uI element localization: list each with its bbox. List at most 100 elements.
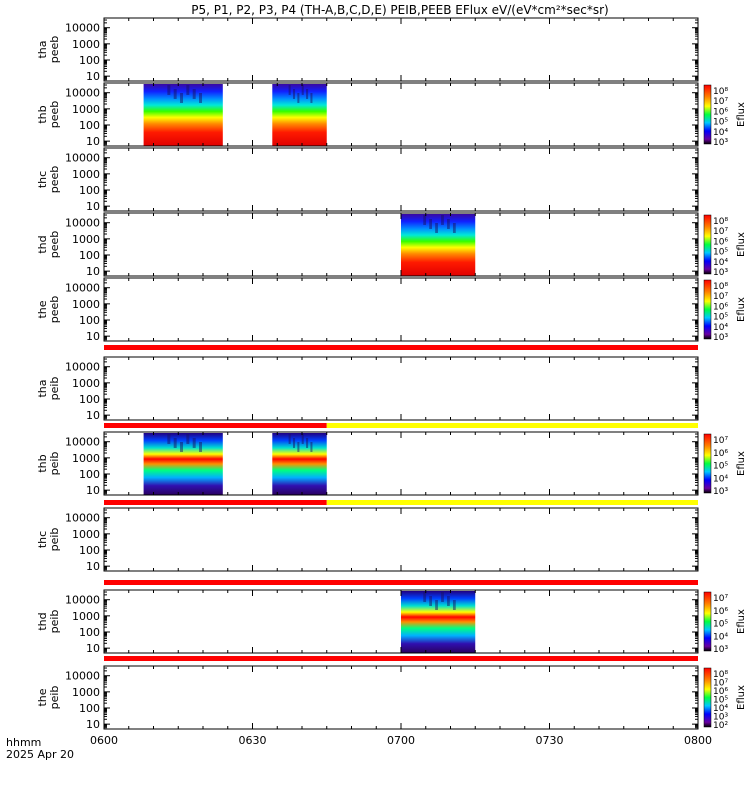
- panel-ylabel-probe: thd: [36, 235, 49, 253]
- spectrogram-texture: [173, 89, 177, 99]
- spectrogram-texture: [310, 442, 313, 452]
- colorbar-tick-label: 10³: [713, 713, 728, 723]
- panel-ylabel-product: peeb: [48, 166, 61, 194]
- y-tick-label: 100: [79, 468, 100, 481]
- y-tick-label: 10: [86, 70, 100, 83]
- spectrogram-texture: [288, 85, 291, 95]
- colorbar-label: Eflux: [736, 297, 747, 322]
- panel-ylabel-product: peeb: [48, 296, 61, 324]
- panel-ylabel-probe: thd: [36, 612, 49, 630]
- spectrogram-texture: [429, 219, 432, 229]
- spectrogram-texture: [167, 434, 171, 444]
- colorbar-tick-label: 10⁵: [713, 620, 728, 630]
- spectrogram-texture: [452, 223, 456, 233]
- colorbar-tick-label: 10⁵: [713, 248, 728, 258]
- quality-flag-bar: [104, 580, 698, 585]
- spectrogram-texture: [301, 434, 304, 444]
- panel-ylabel-product: peeb: [48, 101, 61, 129]
- colorbar-tick-label: 10⁸: [713, 282, 728, 292]
- colorbar: [703, 667, 712, 728]
- panel-ylabel-probe: tha: [36, 40, 49, 58]
- panel-ylabel-probe: thb: [36, 454, 49, 472]
- panel-ylabel-product: peib: [48, 610, 61, 634]
- y-tick-label: 1000: [72, 452, 100, 465]
- colorbar-tick-label: 10⁵: [713, 696, 728, 706]
- x-tick-label: 0800: [684, 734, 712, 747]
- spectrogram-texture: [301, 85, 304, 95]
- colorbar-tick-label: 10⁴: [713, 474, 728, 484]
- colorbar-tick-label: 10⁷: [713, 227, 728, 237]
- colorbar-tick-label: 10⁷: [713, 679, 728, 689]
- colorbar-tick-label: 10⁶: [713, 302, 728, 312]
- x-axis-label-date: 2025 Apr 20: [6, 748, 74, 761]
- colorbar: [703, 591, 712, 652]
- y-tick-label: 1000: [72, 38, 100, 51]
- panel-ylabel-probe: the: [36, 688, 49, 706]
- colorbar-label: Eflux: [736, 685, 747, 710]
- y-tick-label: 10: [86, 330, 100, 343]
- panel-ylabel-product: peib: [48, 452, 61, 476]
- spectrogram-texture: [192, 89, 196, 99]
- colorbar-tick-label: 10³: [713, 333, 728, 343]
- y-tick-label: 1000: [72, 233, 100, 246]
- spectrogram-texture: [199, 442, 203, 452]
- y-tick-label: 100: [79, 544, 100, 557]
- y-tick-label: 1000: [72, 103, 100, 116]
- colorbar-tick-label: 10⁷: [713, 292, 728, 302]
- colorbar-tick-label: 10⁸: [713, 217, 728, 227]
- spectrogram-texture: [292, 89, 296, 99]
- spectrogram-texture: [180, 93, 184, 103]
- y-tick-label: 10: [86, 642, 100, 655]
- y-tick-label: 10000: [65, 152, 100, 165]
- spectrogram-block: [401, 214, 476, 276]
- colorbar-tick-label: 10⁴: [713, 258, 728, 268]
- panel-ylabel-product: peib: [48, 377, 61, 401]
- colorbar: [703, 279, 712, 340]
- panel-ylabel-product: peeb: [48, 231, 61, 259]
- y-tick-label: 10: [86, 484, 100, 497]
- panel-ylabel-probe: thc: [36, 171, 49, 188]
- spectrogram-texture: [167, 85, 171, 95]
- x-tick-label: 0600: [90, 734, 118, 747]
- spectrogram-texture: [199, 93, 203, 103]
- y-tick-label: 100: [79, 184, 100, 197]
- y-tick-label: 100: [79, 393, 100, 406]
- colorbar-tick-label: 10⁶: [713, 107, 728, 117]
- colorbar: [703, 84, 712, 145]
- x-tick-label: 0700: [387, 734, 415, 747]
- x-tick-label: 0730: [536, 734, 564, 747]
- colorbar-tick-label: 10⁷: [713, 97, 728, 107]
- spectrogram-texture: [297, 93, 300, 103]
- y-tick-label: 10000: [65, 512, 100, 525]
- spectrogram-texture: [429, 596, 432, 606]
- y-tick-label: 10000: [65, 217, 100, 230]
- quality-flag-bar: [104, 423, 327, 428]
- spectrogram-texture: [173, 438, 177, 448]
- y-tick-label: 100: [79, 54, 100, 67]
- colorbar-tick-label: 10⁸: [713, 670, 728, 680]
- spectrogram-block: [143, 433, 223, 495]
- panel-ylabel-product: peib: [48, 686, 61, 710]
- colorbar-tick-label: 10⁶: [713, 607, 728, 617]
- spectrogram-texture: [452, 600, 456, 610]
- spectrogram-texture: [180, 442, 184, 452]
- spectrogram-texture: [423, 592, 427, 602]
- quality-flag-bar: [104, 500, 327, 505]
- colorbar: [703, 433, 712, 494]
- y-tick-label: 10000: [65, 361, 100, 374]
- spectrogram-block: [272, 433, 327, 495]
- spectrogram-texture: [186, 85, 190, 95]
- y-tick-label: 10: [86, 718, 100, 731]
- spectrogram-texture: [435, 600, 438, 610]
- colorbar-tick-label: 10⁷: [713, 594, 728, 604]
- colorbar-tick-label: 10⁶: [713, 687, 728, 697]
- colorbar-tick-label: 10³: [713, 268, 728, 278]
- spectrogram-texture: [423, 215, 427, 225]
- colorbar-tick-label: 10⁴: [713, 323, 728, 333]
- panel-ylabel-probe: tha: [36, 379, 49, 397]
- panel-ylabel-probe: thc: [36, 531, 49, 548]
- colorbar-tick-label: 10³: [713, 645, 728, 655]
- quality-flag-bar: [104, 656, 698, 661]
